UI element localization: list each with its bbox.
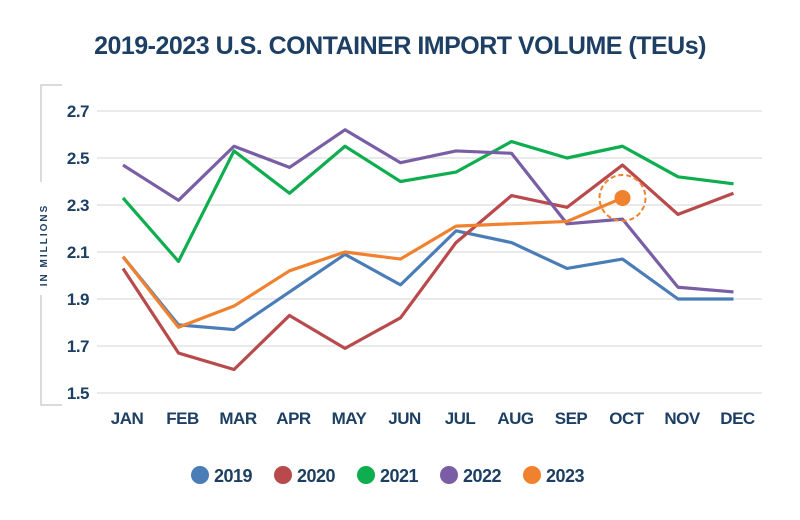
series-line-2020 <box>121 163 735 372</box>
axis-bracket <box>40 84 62 406</box>
series-line-2021 <box>121 139 734 263</box>
legend-label: 2023 <box>546 466 585 486</box>
x-tick-label: DEC <box>720 409 755 428</box>
legend-label: 2022 <box>463 466 502 486</box>
legend-marker-2019 <box>191 466 209 484</box>
legend-marker-2021 <box>357 466 375 484</box>
x-tick-label: JAN <box>111 409 144 428</box>
x-tick-label: MAY <box>332 409 368 428</box>
highlight-ring <box>598 173 647 222</box>
y-tick-label: 1.7 <box>67 337 89 356</box>
y-tick-label: 1.5 <box>67 384 89 403</box>
y-tick-label: 1.9 <box>67 290 89 309</box>
y-axis-label: IN MILLIONS <box>39 204 50 287</box>
y-tick-label: 2.7 <box>67 102 89 121</box>
series-line-2022 <box>122 128 734 294</box>
legend-label: 2019 <box>214 466 253 486</box>
x-tick-label: OCT <box>609 409 645 428</box>
legend-marker-2023 <box>523 466 541 484</box>
legend-marker-2020 <box>274 466 292 484</box>
x-tick-label: NOV <box>664 409 701 428</box>
x-tick-label: FEB <box>166 409 199 428</box>
highlight-point <box>614 189 631 206</box>
x-tick-label: JUL <box>445 409 476 428</box>
x-tick-label: APR <box>276 409 311 428</box>
x-tick-label: MAR <box>219 409 256 428</box>
series-line-2019 <box>121 229 734 332</box>
x-tick-label: AUG <box>497 409 534 428</box>
y-tick-label: 2.3 <box>67 196 89 215</box>
legend-label: 2021 <box>380 466 419 486</box>
chart-title: 2019-2023 U.S. CONTAINER IMPORT VOLUME (… <box>94 32 706 60</box>
y-tick-label: 2.5 <box>67 149 89 168</box>
legend-marker-2022 <box>440 466 458 484</box>
x-tick-label: JUN <box>388 409 421 428</box>
legend-label: 2020 <box>297 466 336 486</box>
y-tick-label: 2.1 <box>67 243 89 262</box>
x-tick-label: SEP <box>555 409 588 428</box>
series-line-2023 <box>121 196 624 329</box>
